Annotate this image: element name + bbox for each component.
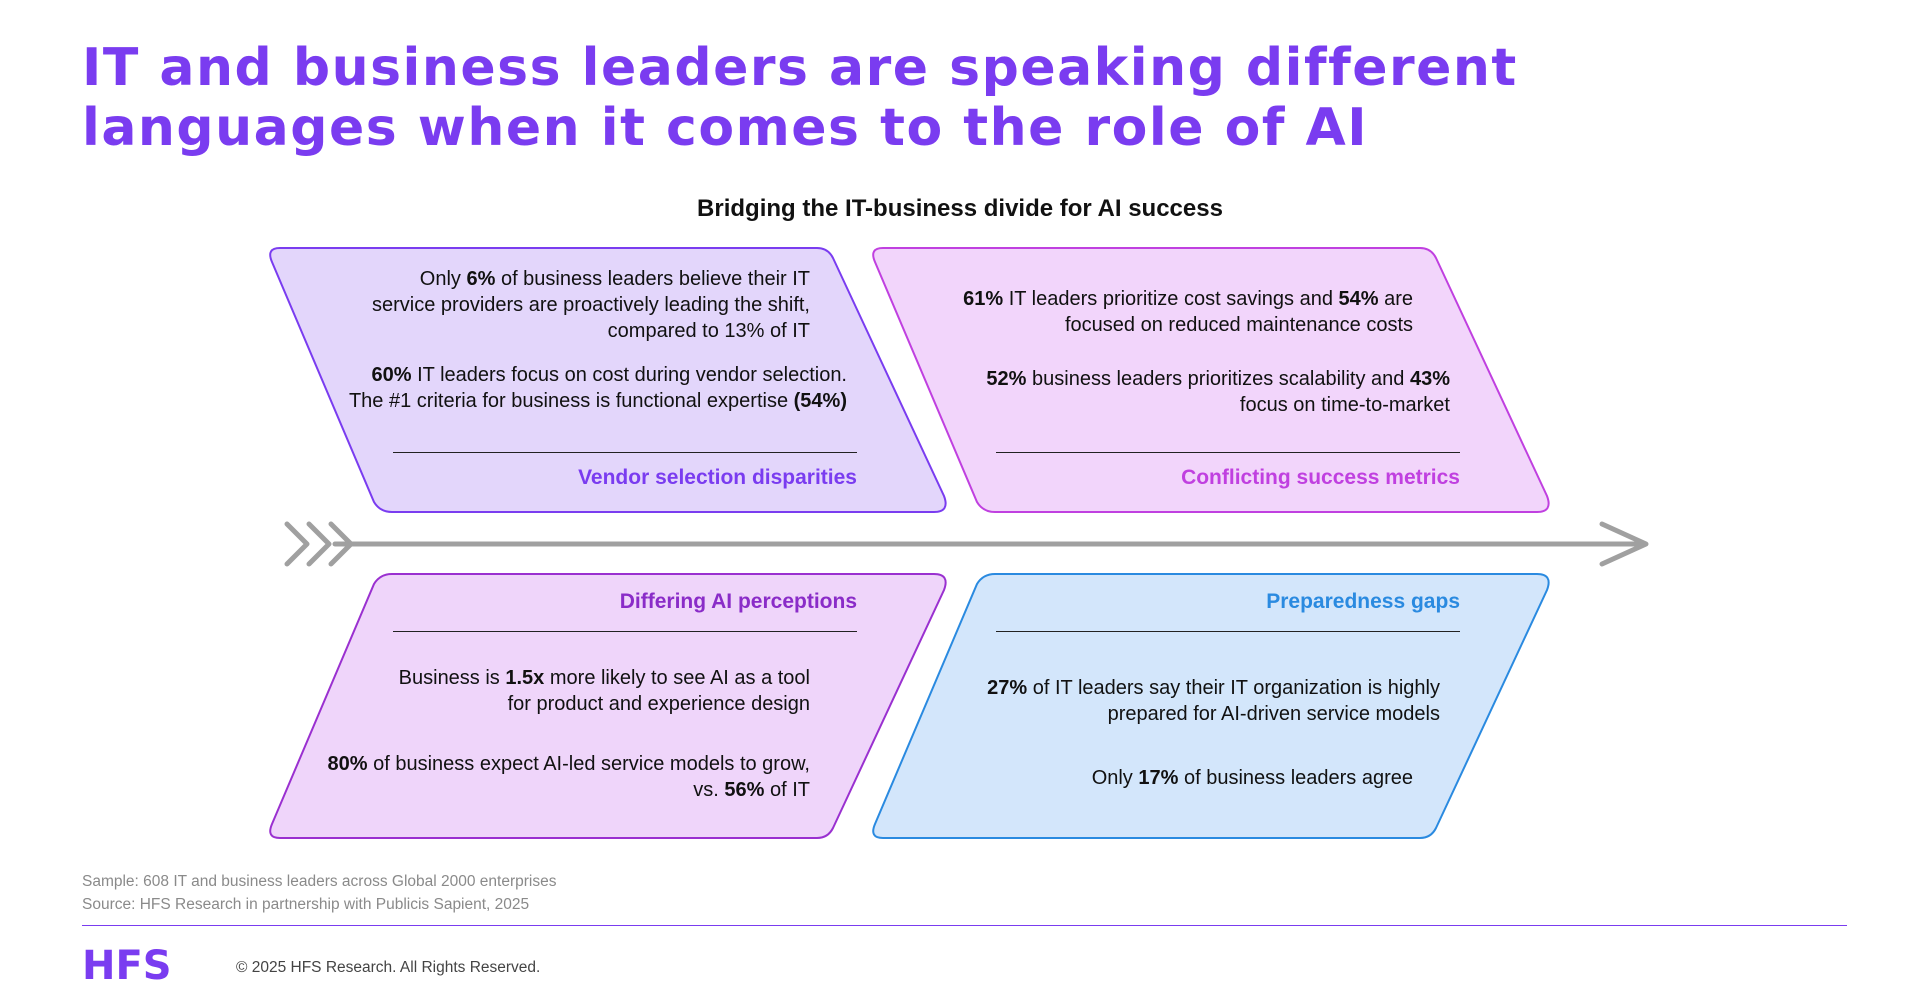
metrics-box-shape (872, 247, 1550, 513)
prepared-p2-stat: 17% (1138, 767, 1179, 789)
prepared-p2-text-c: of business leaders agree (1178, 767, 1413, 789)
metrics-label: Conflicting success metrics (1181, 466, 1460, 489)
perception-p2-stat: 80% (327, 753, 368, 775)
metrics-p2-text-c: business leaders prioritizes scalability… (1026, 368, 1410, 390)
metrics-p2-stat-2: 43% (1409, 368, 1450, 390)
vendor-p1-text-a: Only (419, 268, 467, 290)
perception-p1-text-a: Business is (398, 667, 506, 689)
page-title-line-1: IT and business leaders are speaking dif… (82, 38, 1518, 98)
diagram-subtitle: Bridging the IT-business divide for AI s… (697, 195, 1223, 222)
copyright-text: © 2025 HFS Research. All Rights Reserved… (236, 959, 541, 976)
prepared-p1-stat: 27% (987, 677, 1028, 699)
page-title: IT and business leaders are speaking dif… (82, 38, 1782, 158)
vendor-label: Vendor selection disparities (578, 466, 857, 489)
metrics-p1-text-c: IT leaders prioritize cost savings and (1003, 288, 1339, 310)
metrics-p2-text-d: focus on time-to-market (1239, 394, 1450, 416)
vendor-box-shape (269, 247, 947, 513)
metrics-p1-stat: 61% (963, 288, 1004, 310)
metrics-p2-stat: 52% (986, 368, 1027, 390)
page-title-line-2: languages when it comes to the role of A… (82, 98, 1369, 158)
vendor-p2-text-c: IT leaders focus on cost during vendor s… (348, 364, 847, 412)
perception-p1-stat: 1.5x (505, 667, 545, 689)
prepared-p2-text-a: Only (1091, 767, 1139, 789)
perception-p2-stat-2: 56% (724, 779, 765, 801)
perception-p2-text-d: of IT (764, 779, 810, 801)
perception-point-1: Business is 1.5x more likely to see AI a… (370, 665, 810, 717)
perception-box-shape (269, 573, 947, 839)
metrics-point-1: 61% IT leaders prioritize cost savings a… (943, 286, 1413, 338)
vendor-p2-stat: 60% (371, 364, 412, 386)
vendor-p1-stat: 6% (466, 268, 496, 290)
perception-divider (393, 631, 857, 632)
source-note: Source: HFS Research in partnership with… (82, 896, 530, 913)
vendor-divider (393, 452, 857, 453)
metrics-p1-stat-2: 54% (1338, 288, 1379, 310)
prepared-divider (996, 631, 1460, 632)
vendor-p2-stat-2: (54%) (793, 390, 847, 412)
prepared-point-1: 27% of IT leaders say their IT organizat… (980, 675, 1440, 727)
footer-divider (82, 925, 1847, 926)
prepared-box-shape (872, 573, 1550, 839)
metrics-point-2: 52% business leaders prioritizes scalabi… (970, 366, 1450, 418)
hfs-logo: HFS (82, 943, 172, 989)
metrics-divider (996, 452, 1460, 453)
perception-p1-text-c: more likely to see AI as a tool for prod… (507, 667, 810, 715)
metrics-p1-text-d: are focused on reduced maintenance costs (1065, 288, 1413, 336)
prepared-point-2: Only 17% of business leaders agree (953, 765, 1413, 791)
vendor-selection-box: Only 6% of business leaders believe thei… (340, 266, 857, 491)
prepared-p1-text-c: of IT leaders say their IT organization … (1027, 677, 1440, 725)
perception-label: Differing AI perceptions (619, 590, 857, 613)
vendor-point-2: 60% IT leaders focus on cost during vend… (347, 362, 847, 414)
prepared-label: Preparedness gaps (1266, 590, 1460, 613)
vendor-point-1: Only 6% of business leaders believe thei… (370, 266, 810, 344)
footer-notes: Sample: 608 IT and business leaders acro… (82, 870, 556, 916)
success-metrics-box: 61% IT leaders prioritize cost savings a… (943, 266, 1460, 491)
preparedness-box: Preparedness gaps 27% of IT leaders say … (943, 590, 1460, 820)
sample-note: Sample: 608 IT and business leaders acro… (82, 873, 557, 890)
vendor-p1-text-c: of business leaders believe their IT ser… (372, 268, 810, 342)
timeline-arrow (284, 521, 1649, 567)
ai-perceptions-box: Differing AI perceptions Business is 1.5… (328, 590, 857, 820)
perception-point-2: 80% of business expect AI-led service mo… (320, 751, 810, 803)
perception-p2-text-c: of business expect AI-led service models… (367, 753, 810, 801)
